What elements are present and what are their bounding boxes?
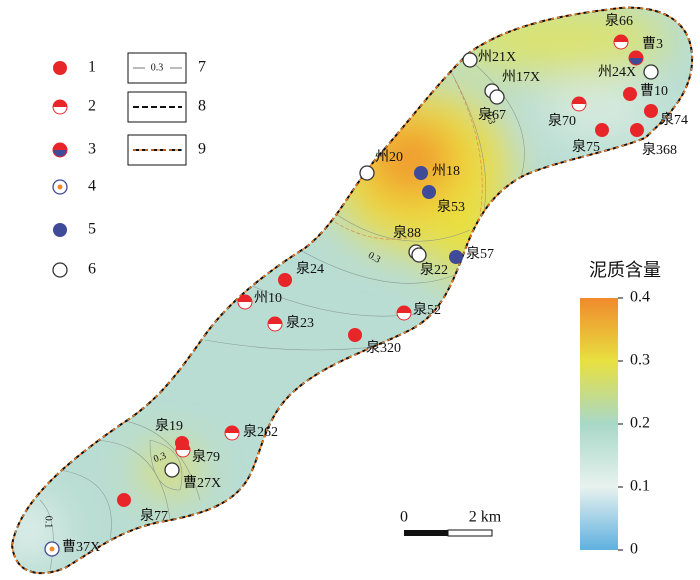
well-label: 泉67 <box>478 106 506 123</box>
colorbar-tick-label: 0 <box>630 541 638 558</box>
well-symbol <box>397 306 411 313</box>
well-symbol <box>53 61 67 75</box>
well-symbol <box>643 64 659 80</box>
well-label: 州24X <box>598 65 636 80</box>
contour-label: 0.3 <box>483 110 497 125</box>
well-symbol <box>644 104 658 118</box>
legend-label: 7 <box>198 59 206 76</box>
legend-label: 1 <box>88 59 96 76</box>
well-label: 州18 <box>432 164 460 179</box>
well-label: 泉74 <box>660 111 688 128</box>
legend-label: 5 <box>88 221 96 238</box>
scale-label: 0 <box>400 509 408 526</box>
well-symbol <box>623 87 637 101</box>
legend-label: 2 <box>88 98 96 115</box>
scale-bar <box>404 530 448 536</box>
scale-bar <box>447 529 493 537</box>
colorbar-tick-label: 0.3 <box>630 352 650 369</box>
well-symbol <box>614 35 628 42</box>
well-label: 泉75 <box>572 138 600 155</box>
well-label: 泉368 <box>642 141 677 158</box>
well-symbol <box>449 250 463 264</box>
well-symbol <box>414 166 428 180</box>
legend-sample: 0.3 <box>151 62 164 73</box>
well-label: 泉66 <box>605 12 633 29</box>
well-symbol <box>278 273 292 287</box>
well-symbol <box>117 493 131 507</box>
well-label: 州21X <box>478 50 516 65</box>
well-label: 泉70 <box>548 112 576 129</box>
well-symbol <box>630 123 644 137</box>
well-label: 泉88 <box>393 224 421 241</box>
well-label: 泉52 <box>413 301 441 318</box>
colorbar <box>580 298 618 550</box>
well-label: 泉23 <box>286 314 314 331</box>
well-label: 泉19 <box>155 417 183 434</box>
legend-label: 4 <box>88 178 96 195</box>
well-symbol <box>176 443 190 450</box>
well-symbol <box>49 546 55 552</box>
well-label: 泉24 <box>296 260 324 277</box>
well-symbol <box>422 185 436 199</box>
well-symbol <box>348 328 362 342</box>
boundary <box>11 6 693 574</box>
well-symbol <box>359 165 375 181</box>
well-label: 曹37X <box>62 539 100 555</box>
well-symbol <box>572 97 586 104</box>
legend-label: 8 <box>198 98 206 115</box>
well-label: 泉262 <box>243 423 278 440</box>
contour-label: 0.3 <box>366 250 382 266</box>
contour-label: 0.3 <box>152 451 168 466</box>
legend-label: 6 <box>88 261 96 278</box>
legend-label: 9 <box>198 141 206 158</box>
well-label: 州17X <box>502 70 540 85</box>
well-symbol <box>53 100 67 107</box>
well-label: 泉320 <box>366 339 401 356</box>
well-symbol <box>57 184 63 190</box>
well-symbol <box>238 295 252 302</box>
well-symbol <box>411 247 427 263</box>
well-label: 曹3 <box>642 36 663 52</box>
well-label: 州10 <box>254 291 282 306</box>
well-symbol <box>489 89 505 105</box>
boundary <box>10 6 694 575</box>
well-symbol <box>225 426 239 433</box>
well-label: 泉77 <box>140 507 168 524</box>
well-label: 泉57 <box>466 245 494 262</box>
scale-label: 2 km <box>469 509 502 526</box>
well-symbol <box>462 52 478 68</box>
legend-label: 3 <box>88 141 96 158</box>
well-symbol <box>52 262 68 278</box>
well-label: 曹27X <box>183 475 221 491</box>
colorbar-tick-label: 0.1 <box>630 478 650 495</box>
well-label: 州20 <box>375 150 403 165</box>
well-symbol <box>268 317 282 324</box>
colorbar-tick-label: 0.4 <box>630 289 650 306</box>
well-symbol <box>164 462 180 478</box>
colorbar-tick-label: 0.2 <box>630 415 650 432</box>
well-label: 泉79 <box>192 448 220 465</box>
well-label: 曹10 <box>640 83 668 99</box>
well-symbol <box>629 51 643 58</box>
well-symbol <box>53 143 67 150</box>
well-symbol <box>595 123 609 137</box>
well-symbol <box>53 223 67 237</box>
well-label: 泉22 <box>420 261 448 278</box>
colorbar-title: 泥质含量 <box>589 260 661 280</box>
contour-label: 0.1 <box>43 516 54 529</box>
well-label: 泉53 <box>437 198 465 215</box>
